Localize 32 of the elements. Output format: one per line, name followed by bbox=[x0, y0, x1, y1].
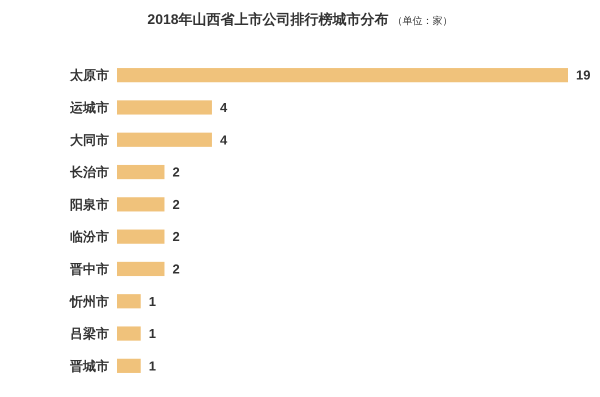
bar bbox=[117, 262, 164, 276]
y-tick-label: 阳泉市 bbox=[70, 196, 109, 212]
y-tick-label: 大同市 bbox=[70, 132, 109, 148]
bar bbox=[117, 230, 164, 244]
y-tick-label: 运城市 bbox=[69, 100, 109, 115]
bar bbox=[117, 68, 568, 82]
chart-title: 2018年山西省上市公司排行榜城市分布 bbox=[147, 11, 389, 27]
data-label: 2 bbox=[172, 164, 180, 180]
y-tick-label: 太原市 bbox=[69, 68, 109, 83]
data-label: 1 bbox=[148, 358, 156, 374]
data-label: 1 bbox=[148, 294, 156, 309]
chart-subtitle: （单位：家） bbox=[392, 15, 453, 27]
data-label: 2 bbox=[172, 262, 180, 276]
bar bbox=[117, 326, 141, 341]
bar bbox=[117, 164, 164, 180]
data-label: 1 bbox=[148, 326, 156, 342]
bar bbox=[117, 197, 164, 212]
bar bbox=[117, 100, 212, 115]
y-tick-label: 吕梁市 bbox=[70, 326, 109, 342]
y-tick-label: 晋中市 bbox=[69, 262, 109, 276]
bar bbox=[117, 294, 141, 308]
data-label: 4 bbox=[220, 100, 228, 115]
bar bbox=[117, 132, 212, 147]
y-tick-label: 忻州市 bbox=[69, 294, 109, 309]
data-label: 2 bbox=[172, 196, 180, 212]
data-label: 2 bbox=[172, 229, 180, 244]
data-label: 4 bbox=[220, 132, 228, 148]
y-tick-label: 长治市 bbox=[69, 164, 109, 180]
y-tick-label: 临汾市 bbox=[70, 229, 109, 244]
data-label: 19 bbox=[576, 68, 590, 83]
y-tick-label: 晋城市 bbox=[69, 358, 109, 374]
bar bbox=[117, 358, 141, 373]
